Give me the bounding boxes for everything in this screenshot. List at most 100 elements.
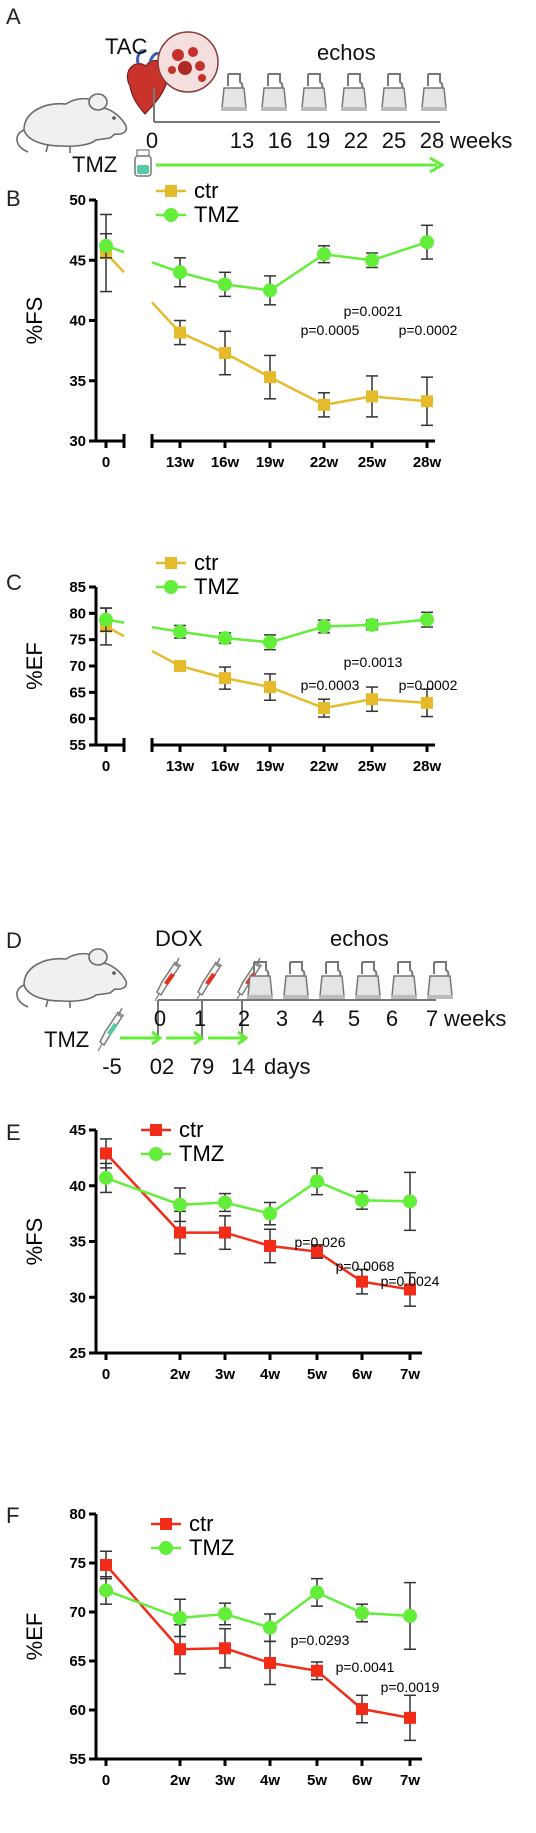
y-axis-label: %FS bbox=[22, 297, 47, 345]
legend-marker bbox=[164, 580, 178, 594]
probe-icon bbox=[220, 73, 248, 112]
y-tick-label: 55 bbox=[69, 1751, 86, 1768]
syringe-icon bbox=[154, 957, 182, 1002]
probe-icon bbox=[282, 961, 310, 1000]
data-point-tmz bbox=[263, 1206, 277, 1221]
y-tick-label: 25 bbox=[69, 1345, 86, 1362]
data-point-ctr bbox=[264, 371, 276, 384]
y-axis-label: %EF bbox=[22, 1613, 47, 1661]
data-point-ctr bbox=[174, 660, 186, 672]
probe-icon bbox=[260, 73, 288, 112]
data-point-ctr bbox=[219, 1642, 231, 1655]
timeline-d-week-tick: 7 bbox=[426, 1006, 438, 1031]
y-tick-label: 50 bbox=[69, 192, 86, 209]
x-tick-label: 6w bbox=[352, 1772, 372, 1789]
data-point-tmz bbox=[365, 253, 379, 268]
data-point-tmz bbox=[403, 1608, 417, 1623]
timeline-a-tick: 13 bbox=[230, 128, 254, 153]
y-tick-label: 85 bbox=[69, 579, 86, 596]
chart-c-ef: 55 60 65 70 75 80 85 %EF 0 13w 16w 19w 22w 25w 28w ctrT… bbox=[22, 550, 458, 775]
p-value-annotation: p=0.0293 bbox=[291, 1632, 350, 1648]
mouse-illustration-d bbox=[16, 948, 128, 1009]
mouse-illustration-a bbox=[16, 93, 128, 154]
data-point-tmz bbox=[218, 631, 232, 646]
y-tick-label: 80 bbox=[69, 605, 86, 622]
legend-label-ctr: ctr bbox=[194, 178, 218, 203]
timeline-a-unit: weeks bbox=[449, 128, 512, 153]
legend-label-ctr: ctr bbox=[194, 550, 218, 575]
probe-icon bbox=[420, 73, 448, 112]
data-point-tmz bbox=[99, 1583, 113, 1598]
procedure-label-d: DOX bbox=[155, 926, 203, 951]
probe-icon bbox=[380, 73, 408, 112]
x-tick-label: 4w bbox=[260, 1366, 280, 1383]
data-point-tmz bbox=[99, 612, 113, 627]
x-tick-label: 3w bbox=[215, 1772, 235, 1789]
heart-illustration bbox=[126, 31, 219, 115]
y-tick-label: 30 bbox=[69, 433, 86, 450]
timeline-a-tick: 28 bbox=[420, 128, 444, 153]
y-tick-label: 40 bbox=[69, 1178, 86, 1195]
y-tick-label: 45 bbox=[69, 252, 86, 269]
data-point-tmz bbox=[310, 1174, 324, 1189]
syringe-icon bbox=[195, 957, 223, 1002]
data-point-tmz bbox=[218, 1195, 232, 1210]
data-point-ctr bbox=[318, 702, 330, 715]
data-point-tmz bbox=[99, 238, 113, 253]
x-tick-label: 2w bbox=[170, 1772, 190, 1789]
data-point-ctr bbox=[174, 1643, 186, 1656]
p-value-annotation: p=0.0003 bbox=[301, 677, 360, 693]
x-tick-label: 28w bbox=[413, 454, 442, 471]
x-tick-label: 5w bbox=[307, 1366, 327, 1383]
syringe-icon bbox=[97, 1007, 125, 1052]
legend-label-tmz: TMZ bbox=[194, 574, 239, 599]
data-point-tmz bbox=[263, 635, 277, 650]
data-point-ctr bbox=[366, 693, 378, 706]
y-axis-label: %EF bbox=[22, 642, 47, 690]
y-tick-label: 75 bbox=[69, 632, 86, 649]
legend-marker bbox=[159, 1541, 173, 1555]
p-value-annotation: p=0.0002 bbox=[399, 677, 458, 693]
timeline-d-day-unit: days bbox=[264, 1054, 310, 1079]
data-point-tmz bbox=[317, 247, 331, 262]
data-point-ctr bbox=[219, 1226, 231, 1239]
legend-marker bbox=[165, 557, 177, 569]
p-value-annotation: p=0.0068 bbox=[336, 1258, 395, 1274]
data-point-ctr bbox=[219, 672, 231, 685]
x-tick-label: 13w bbox=[166, 758, 195, 775]
y-tick-label: 70 bbox=[69, 658, 86, 675]
data-point-ctr bbox=[366, 390, 378, 403]
timeline-d: DOX echos 0 1 2 3 4 5 6 7 weeks TMZ bbox=[16, 926, 506, 1079]
x-tick-label: 2w bbox=[170, 1366, 190, 1383]
data-point-tmz bbox=[420, 235, 434, 250]
data-point-ctr bbox=[264, 681, 276, 694]
procedure-label-a: TAC bbox=[105, 34, 147, 59]
x-tick-label: 3w bbox=[215, 1366, 235, 1383]
panel-label-a: A bbox=[6, 4, 21, 29]
timeline-d-day-tick: 02 bbox=[150, 1054, 174, 1079]
y-tick-label: 40 bbox=[69, 313, 86, 330]
x-tick-label: 0 bbox=[102, 1366, 110, 1383]
x-tick-label: 19w bbox=[256, 454, 285, 471]
data-point-tmz bbox=[263, 1620, 277, 1635]
data-point-ctr bbox=[219, 347, 231, 360]
x-tick-label: 22w bbox=[310, 454, 339, 471]
data-point-ctr bbox=[100, 1147, 112, 1160]
p-value-annotation: p=0.0005 bbox=[301, 322, 360, 338]
y-tick-label: 30 bbox=[69, 1289, 86, 1306]
data-point-tmz bbox=[263, 283, 277, 298]
x-tick-label: 7w bbox=[400, 1366, 420, 1383]
timeline-d-week-tick: 1 bbox=[194, 1006, 206, 1031]
data-point-ctr bbox=[421, 696, 433, 709]
x-tick-label: 22w bbox=[310, 758, 339, 775]
data-point-ctr bbox=[174, 1226, 186, 1239]
timeline-a-tick: 16 bbox=[268, 128, 292, 153]
x-tick-label: 0 bbox=[102, 1772, 110, 1789]
y-tick-label: 60 bbox=[69, 711, 86, 728]
p-value-annotation: p=0.0021 bbox=[344, 303, 403, 319]
echos-label-a: echos bbox=[317, 40, 376, 65]
legend-marker bbox=[165, 185, 177, 197]
panel-label-e: E bbox=[6, 1120, 21, 1145]
